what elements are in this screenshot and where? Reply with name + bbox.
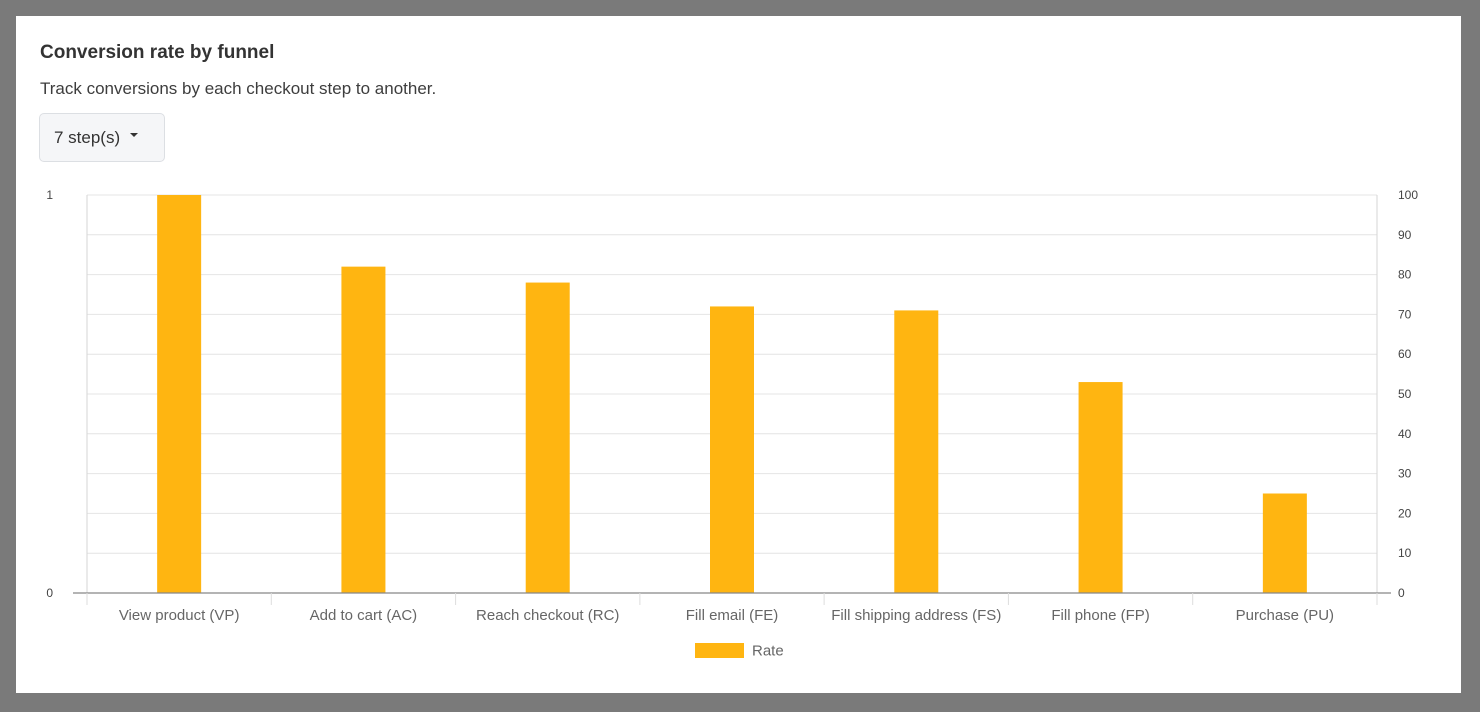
- x-tick-label: Add to cart (AC): [310, 607, 418, 624]
- steps-dropdown-button[interactable]: 7 step(s): [39, 113, 165, 162]
- x-tick-label: Fill email (FE): [686, 607, 779, 624]
- bar: [894, 310, 939, 593]
- x-tick-label: Purchase (PU): [1236, 607, 1334, 624]
- bar: [525, 282, 570, 593]
- right-axis-tick-label: 50: [1398, 387, 1412, 401]
- right-axis-tick-label: 100: [1398, 188, 1418, 202]
- bar: [341, 266, 386, 593]
- right-axis-tick-label: 30: [1398, 467, 1412, 481]
- right-axis-tick-label: 0: [1398, 586, 1405, 600]
- x-tick-label: View product (VP): [119, 607, 240, 624]
- card-subtitle: Track conversions by each checkout step …: [40, 79, 437, 98]
- bar: [710, 306, 754, 593]
- right-axis-tick-label: 90: [1398, 228, 1412, 242]
- x-tick-label: Reach checkout (RC): [476, 607, 619, 624]
- right-axis-tick-label: 70: [1398, 307, 1412, 321]
- steps-dropdown-label: 7 step(s): [54, 127, 121, 147]
- conversion-bar-chart: View product (VP) Add to cart (AC) Reach c…: [46, 188, 1418, 660]
- bar: [1078, 382, 1123, 593]
- legend-label: Rate: [752, 643, 784, 660]
- x-tick-label: Fill shipping address (FS): [831, 607, 1001, 624]
- conversion-card: Conversion rate by funnel Track conversi…: [16, 16, 1461, 693]
- x-tick-label: Fill phone (FP): [1051, 607, 1149, 624]
- left-axis-tick-label: 1: [46, 188, 53, 202]
- right-axis-tick-label: 60: [1398, 347, 1412, 361]
- right-axis-tick-label: 80: [1398, 268, 1412, 282]
- caret-down-icon: [130, 133, 139, 138]
- right-axis-tick-label: 40: [1398, 427, 1412, 441]
- right-axis-tick-label: 10: [1398, 546, 1412, 560]
- legend-swatch: [695, 643, 744, 658]
- right-axis-tick-label: 20: [1398, 506, 1412, 520]
- left-axis-tick-label: 0: [46, 586, 53, 600]
- bar: [157, 195, 202, 593]
- bar: [1262, 493, 1307, 593]
- card-title: Conversion rate by funnel: [40, 42, 275, 63]
